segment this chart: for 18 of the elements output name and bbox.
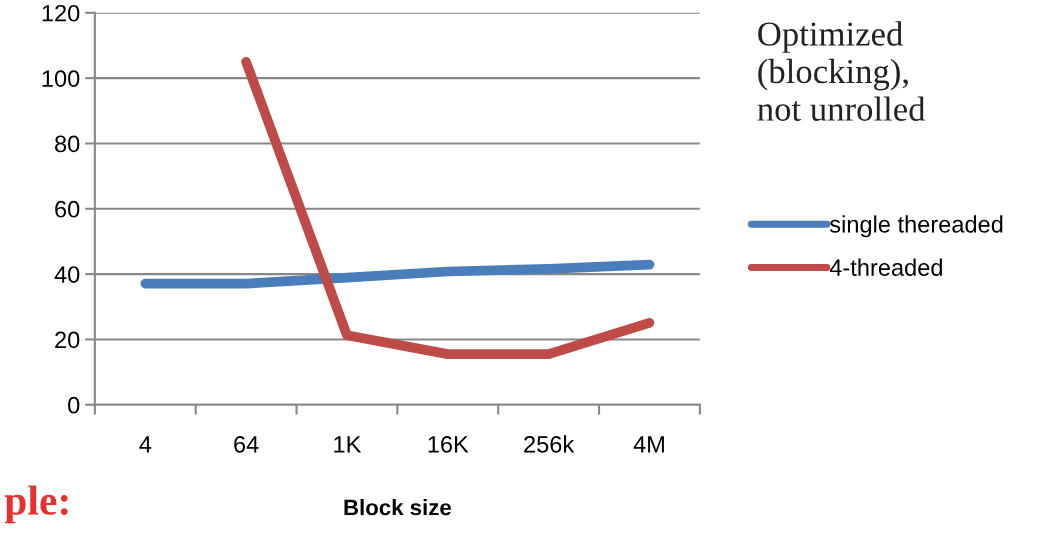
x-axis-title: Block size xyxy=(344,499,451,516)
y-tick-label: 20 xyxy=(55,331,80,349)
legend-label: 4-threaded xyxy=(829,258,942,276)
x-tick-label: 64 xyxy=(234,435,259,453)
y-tick-label: 40 xyxy=(54,266,80,283)
text: Optimized (blocking), not unrolled xyxy=(757,21,926,121)
y-tick-label: 120 xyxy=(42,4,80,22)
legend-label: single thereaded xyxy=(829,215,1003,238)
text: ple: xyxy=(4,485,68,524)
x-tick-label: 256k xyxy=(524,435,575,453)
x-tick-label: 4 xyxy=(139,436,152,453)
y-tick-label: 100 xyxy=(42,70,80,87)
x-tick-label: 16K xyxy=(428,435,469,453)
y-tick-label: 60 xyxy=(55,200,80,218)
x-tick-label: 4M xyxy=(633,436,664,453)
x-tick-label: 1K xyxy=(334,436,362,453)
y-tick-label: 0 xyxy=(68,396,80,414)
y-tick-label: 80 xyxy=(55,135,80,153)
